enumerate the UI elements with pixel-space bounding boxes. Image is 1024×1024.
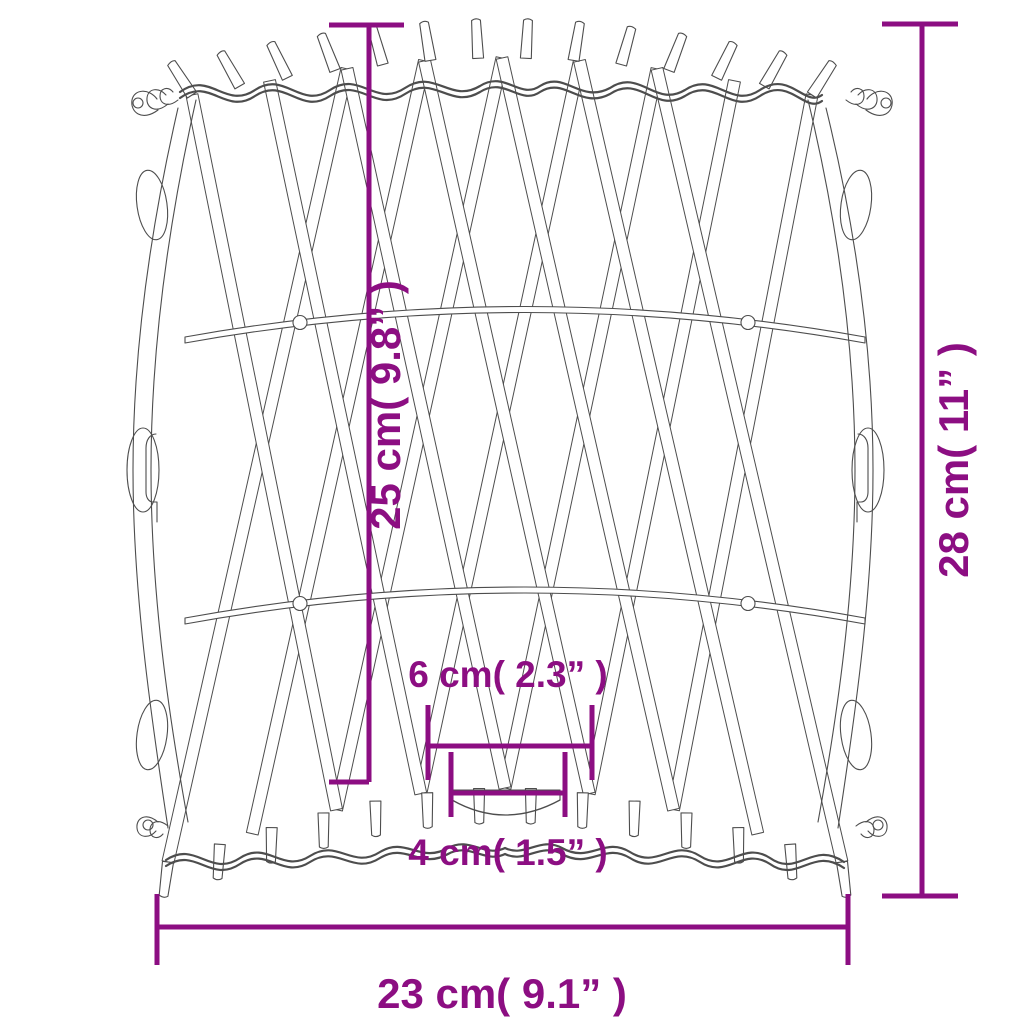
- svg-text:6 cm( 2.3” ): 6 cm( 2.3” ): [408, 654, 607, 695]
- svg-text:23 cm( 9.1” ): 23 cm( 9.1” ): [377, 970, 627, 1017]
- svg-text:28 cm( 11” ): 28 cm( 11” ): [930, 342, 977, 578]
- svg-text:4 cm( 1.5” ): 4 cm( 1.5” ): [408, 832, 607, 873]
- svg-text:25 cm( 9.8” ): 25 cm( 9.8” ): [362, 280, 409, 530]
